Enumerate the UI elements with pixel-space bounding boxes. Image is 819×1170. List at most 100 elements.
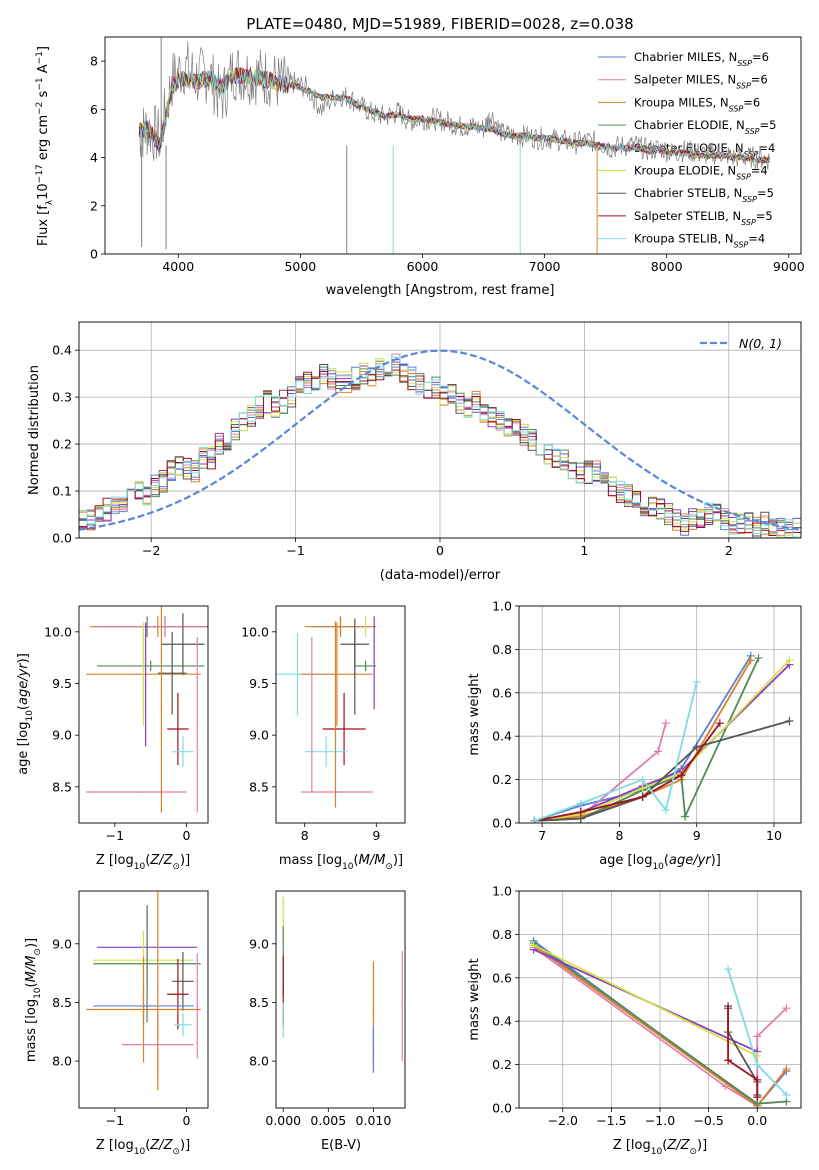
x-tick-label: 0.0 bbox=[747, 1113, 767, 1128]
y-tick-label: 8.0 bbox=[52, 1054, 72, 1069]
series-marker bbox=[638, 784, 647, 793]
plot-area bbox=[86, 891, 201, 1091]
x-tick-label: 7 bbox=[538, 828, 546, 843]
x-axis-label: (data-model)/error bbox=[380, 568, 501, 583]
data-point bbox=[182, 980, 184, 983]
y-tick-label: 10.0 bbox=[241, 624, 269, 639]
data-point bbox=[336, 791, 338, 793]
plot-area bbox=[529, 936, 791, 1108]
x-axis-label: E(B-V) bbox=[321, 1138, 361, 1153]
x-tick-label: 6000 bbox=[407, 259, 439, 274]
y-axis-label: Flux [fλ10−17 erg cm−2 s−1 A−1] bbox=[35, 46, 55, 246]
x-tick-label: 1 bbox=[580, 543, 588, 558]
y-tick-label: 8.5 bbox=[249, 779, 269, 794]
x-tick-label: −2 bbox=[142, 543, 160, 558]
series-marker bbox=[724, 965, 733, 974]
y-tick-label: 8.5 bbox=[249, 995, 269, 1010]
panel-residuals: −2 −1 0 1 2 0.0 0.1 0.2 0.3 0.4 N(0, 1) (data-model… bbox=[27, 321, 802, 583]
y-tick-label: 1.0 bbox=[492, 884, 512, 899]
x-tick-label: −1 bbox=[286, 543, 304, 558]
data-point bbox=[354, 672, 356, 674]
y-tick-label: 0.2 bbox=[52, 437, 72, 452]
data-point bbox=[149, 665, 152, 667]
series-line bbox=[534, 663, 791, 822]
data-point bbox=[142, 673, 145, 675]
series-marker bbox=[576, 799, 585, 808]
data-point bbox=[339, 625, 342, 628]
legend-label: Kroupa STELIB, NSSP=4 bbox=[634, 232, 765, 250]
data-point bbox=[373, 662, 375, 664]
x-tick-label: 9 bbox=[693, 828, 701, 843]
panel-age-vs-z: −1 0 8.5 9.0 9.5 10.0 Z [log10(Z/Z⊙)] age [log1… bbox=[16, 605, 209, 872]
series-marker bbox=[753, 1060, 762, 1069]
data-point bbox=[142, 1008, 145, 1011]
y-tick-label: 9.0 bbox=[249, 936, 269, 951]
x-tick-label: −1.0 bbox=[645, 1113, 675, 1128]
data-point bbox=[182, 1023, 184, 1026]
data-point bbox=[343, 728, 345, 730]
axes-frame bbox=[78, 890, 209, 1109]
data-point bbox=[325, 750, 327, 753]
legend-label: Chabrier MILES, NSSP=6 bbox=[634, 50, 769, 68]
x-tick-label: 0 bbox=[183, 1113, 191, 1128]
axes-frame bbox=[78, 605, 209, 824]
series-marker bbox=[677, 771, 686, 780]
series-marker bbox=[715, 719, 724, 728]
x-tick-label: 0.010 bbox=[356, 1113, 392, 1128]
data-point bbox=[196, 1005, 199, 1007]
data-point bbox=[135, 791, 138, 793]
x-tick-label: 10 bbox=[766, 828, 782, 843]
plot-area bbox=[86, 606, 208, 813]
data-point bbox=[364, 625, 367, 628]
y-tick-label: 10.0 bbox=[44, 624, 72, 639]
series-marker bbox=[692, 677, 701, 686]
x-axis-label: wavelength [Angstrom, rest frame] bbox=[326, 283, 555, 298]
x-tick-label: −1 bbox=[106, 1113, 124, 1128]
legend-label: Kroupa ELODIE, NSSP=4 bbox=[634, 164, 768, 182]
y-tick-label: 8.0 bbox=[249, 1054, 269, 1069]
data-point bbox=[196, 724, 199, 726]
x-tick-label: −2.0 bbox=[548, 1113, 578, 1128]
y-tick-label: 0.4 bbox=[492, 729, 512, 744]
y-axis-label: Normed distribution bbox=[27, 365, 42, 495]
y-tick-label: 6 bbox=[90, 102, 98, 117]
histogram-step bbox=[79, 356, 801, 538]
data-point bbox=[182, 750, 184, 753]
series-marker bbox=[530, 816, 539, 823]
data-point bbox=[282, 1019, 285, 1021]
series-marker bbox=[754, 654, 763, 663]
legend-label: Salpeter STELIB, NSSP=5 bbox=[634, 209, 773, 227]
y-tick-label: 8.5 bbox=[52, 995, 72, 1010]
x-tick-label: 9 bbox=[372, 828, 380, 843]
series-marker bbox=[753, 1075, 762, 1084]
y-tick-label: 0.2 bbox=[492, 1057, 512, 1072]
panel-mass-vs-ebv: 0.000 0.005 0.010 8.0 8.5 9.0 E(B-V) bbox=[249, 890, 406, 1153]
data-point bbox=[296, 673, 299, 675]
x-tick-label: 0 bbox=[436, 543, 444, 558]
series-marker bbox=[785, 717, 794, 726]
y-tick-label: 0.1 bbox=[52, 484, 72, 499]
data-point bbox=[177, 993, 179, 996]
y-axis-label: mass weight bbox=[467, 958, 482, 1040]
y-tick-label: 4 bbox=[90, 150, 98, 165]
series-marker bbox=[746, 656, 755, 665]
plot-area bbox=[282, 896, 404, 1073]
y-tick-label: 8.5 bbox=[52, 779, 72, 794]
x-tick-label: −0.5 bbox=[693, 1113, 723, 1128]
axes-frame bbox=[104, 36, 802, 255]
series-marker bbox=[638, 792, 647, 801]
x-axis-label: mass [log10(M/M⊙)] bbox=[279, 853, 403, 872]
x-tick-label: 9000 bbox=[773, 259, 805, 274]
x-axis-label: Z [log10(Z/Z⊙)] bbox=[613, 1138, 707, 1157]
y-tick-label: 0.8 bbox=[492, 642, 512, 657]
x-tick-label: 0.005 bbox=[310, 1113, 346, 1128]
series-marker bbox=[638, 775, 647, 784]
series-marker bbox=[753, 1032, 762, 1041]
series-marker bbox=[724, 1056, 733, 1065]
y-tick-label: 0.2 bbox=[492, 772, 512, 787]
data-point bbox=[336, 673, 338, 675]
y-tick-label: 9.0 bbox=[52, 936, 72, 951]
data-point bbox=[282, 919, 285, 922]
panel-mass-weight-vs-age: 7 8 9 10 0.0 0.2 0.4 0.6 0.8 1.0 mass weight age [l… bbox=[467, 599, 802, 872]
data-point bbox=[160, 703, 163, 705]
